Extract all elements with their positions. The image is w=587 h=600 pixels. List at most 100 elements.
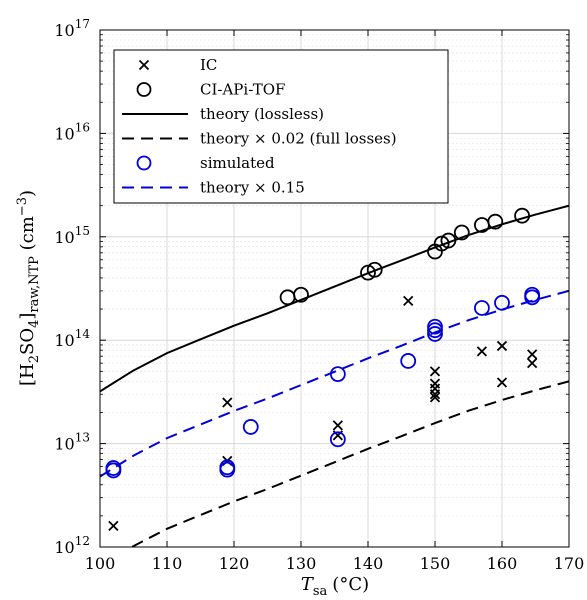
x-axis-label-unit: (°C) bbox=[332, 574, 369, 595]
point-simulated bbox=[473, 300, 490, 316]
point-simulated bbox=[524, 289, 541, 306]
y-tick-base: 10 bbox=[54, 21, 74, 40]
marker-x-stroke bbox=[403, 295, 414, 307]
x-tick-label: 100 bbox=[85, 554, 116, 573]
y-tick-exponent: 14 bbox=[75, 327, 91, 341]
y-axis-label-mid: SO bbox=[17, 328, 38, 355]
legend-entry: theory × 0.02 (full losses) bbox=[122, 130, 397, 148]
marker-x-stroke bbox=[476, 346, 488, 357]
legend-label: CI-APi-TOF bbox=[200, 81, 285, 99]
x-tick-label: 110 bbox=[152, 554, 183, 573]
x-tick-label: 120 bbox=[219, 554, 250, 573]
legend-marker-circle bbox=[136, 155, 152, 171]
point-ci-api-tof bbox=[366, 261, 383, 278]
y-tick-base: 10 bbox=[54, 124, 74, 143]
legend-label: theory (lossless) bbox=[200, 105, 324, 123]
point-simulated bbox=[427, 326, 443, 342]
x-axis-label-main: T bbox=[301, 574, 315, 595]
y-tick-base: 10 bbox=[54, 435, 74, 454]
x-tick-label: 170 bbox=[554, 554, 585, 573]
legend-label: IC bbox=[200, 56, 217, 74]
y-tick-exponent: 17 bbox=[75, 17, 90, 31]
legend-label: theory × 0.15 bbox=[200, 179, 305, 197]
legend-label: simulated bbox=[200, 154, 275, 172]
point-ic bbox=[527, 349, 538, 360]
x-tick-label: 130 bbox=[286, 554, 317, 573]
marker-x-stroke bbox=[108, 520, 119, 532]
point-ic bbox=[108, 520, 119, 532]
legend-label: theory × 0.02 (full losses) bbox=[200, 130, 397, 148]
x-tick-label: 150 bbox=[420, 554, 451, 573]
point-ic bbox=[429, 389, 441, 400]
y-tick-base: 10 bbox=[54, 538, 74, 557]
y-tick-label: 1014 bbox=[54, 327, 90, 350]
legend-entry: theory (lossless) bbox=[122, 105, 324, 123]
point-ic bbox=[403, 295, 414, 307]
marker-x-stroke bbox=[332, 420, 343, 431]
y-axis-label-sup: −3 bbox=[15, 197, 30, 216]
point-ci-api-tof bbox=[487, 213, 504, 230]
y-axis-label: [H2SO4]raw,NTP (cm−3) bbox=[15, 190, 42, 386]
y-tick-label: 1013 bbox=[54, 431, 90, 454]
x-tick-label: 160 bbox=[487, 554, 518, 573]
x-axis-label-sub: sa bbox=[313, 584, 328, 599]
point-ic bbox=[496, 377, 508, 388]
y-axis-label-unit-close: ) bbox=[17, 190, 38, 197]
y-tick-exponent: 13 bbox=[75, 431, 90, 445]
marker-x-stroke bbox=[527, 349, 538, 360]
y-tick-exponent: 15 bbox=[75, 224, 90, 238]
point-ic bbox=[222, 397, 233, 408]
legend-marker-x bbox=[138, 59, 150, 71]
marker-x-stroke bbox=[222, 397, 233, 408]
point-simulated bbox=[242, 419, 259, 435]
point-ic bbox=[527, 358, 538, 369]
marker-x-stroke bbox=[527, 358, 538, 369]
legend-entry: theory × 0.15 bbox=[122, 179, 305, 197]
y-axis-label-sub3: raw,NTP bbox=[27, 256, 42, 313]
y-axis-label-unit-open: (cm bbox=[17, 216, 38, 256]
y-axis-label-lead: [H bbox=[17, 363, 38, 386]
point-ic bbox=[476, 346, 488, 357]
point-simulated bbox=[219, 461, 236, 478]
y-tick-base: 10 bbox=[54, 228, 74, 247]
ticks: 100 110 120 130 140 150 160 1701012101310141015… bbox=[54, 17, 584, 573]
y-tick-label: 1017 bbox=[54, 17, 90, 40]
point-ic bbox=[496, 340, 508, 352]
data-series bbox=[100, 204, 569, 547]
legend-entry: simulated bbox=[136, 154, 275, 172]
series-line-theory-0-15 bbox=[100, 289, 569, 478]
y-axis-label-sub1: 2 bbox=[27, 355, 42, 363]
marker-x-stroke bbox=[429, 366, 441, 377]
point-simulated bbox=[494, 294, 510, 311]
x-tick-label: 140 bbox=[353, 554, 384, 573]
plot-frame bbox=[99, 29, 570, 548]
series-line-theory-lossless bbox=[100, 204, 569, 393]
point-ic bbox=[332, 420, 343, 431]
marker-x-stroke bbox=[496, 340, 508, 352]
marker-x-stroke bbox=[496, 377, 508, 388]
point-simulated bbox=[105, 462, 122, 479]
y-tick-label: 1012 bbox=[54, 534, 90, 557]
point-ic bbox=[429, 392, 441, 403]
legend-entry: IC bbox=[138, 56, 217, 74]
marker-x-stroke bbox=[429, 392, 441, 403]
marker-x-stroke bbox=[138, 59, 150, 71]
legend-entry: CI-APi-TOF bbox=[136, 81, 285, 99]
point-simulated bbox=[329, 431, 346, 448]
y-tick-label: 1016 bbox=[54, 120, 90, 143]
series-line-theory-0-02-full-losses bbox=[130, 380, 569, 547]
point-ic bbox=[429, 366, 441, 377]
y-tick-exponent: 16 bbox=[75, 120, 90, 134]
y-tick-label: 1015 bbox=[54, 224, 90, 247]
y-axis-label-close: ] bbox=[17, 313, 38, 320]
legend: IC CI-APi-TOF theory (lossless) theory × 0.… bbox=[113, 49, 449, 204]
point-ci-api-tof bbox=[453, 224, 470, 241]
x-axis-label: Tsa (°C) bbox=[301, 574, 369, 599]
legend-marker-circle bbox=[136, 82, 152, 97]
marker-x-stroke bbox=[429, 389, 441, 400]
point-ci-api-tof bbox=[293, 286, 309, 303]
legend-box bbox=[113, 49, 449, 204]
y-tick-exponent: 12 bbox=[75, 534, 90, 548]
point-simulated bbox=[400, 353, 417, 369]
